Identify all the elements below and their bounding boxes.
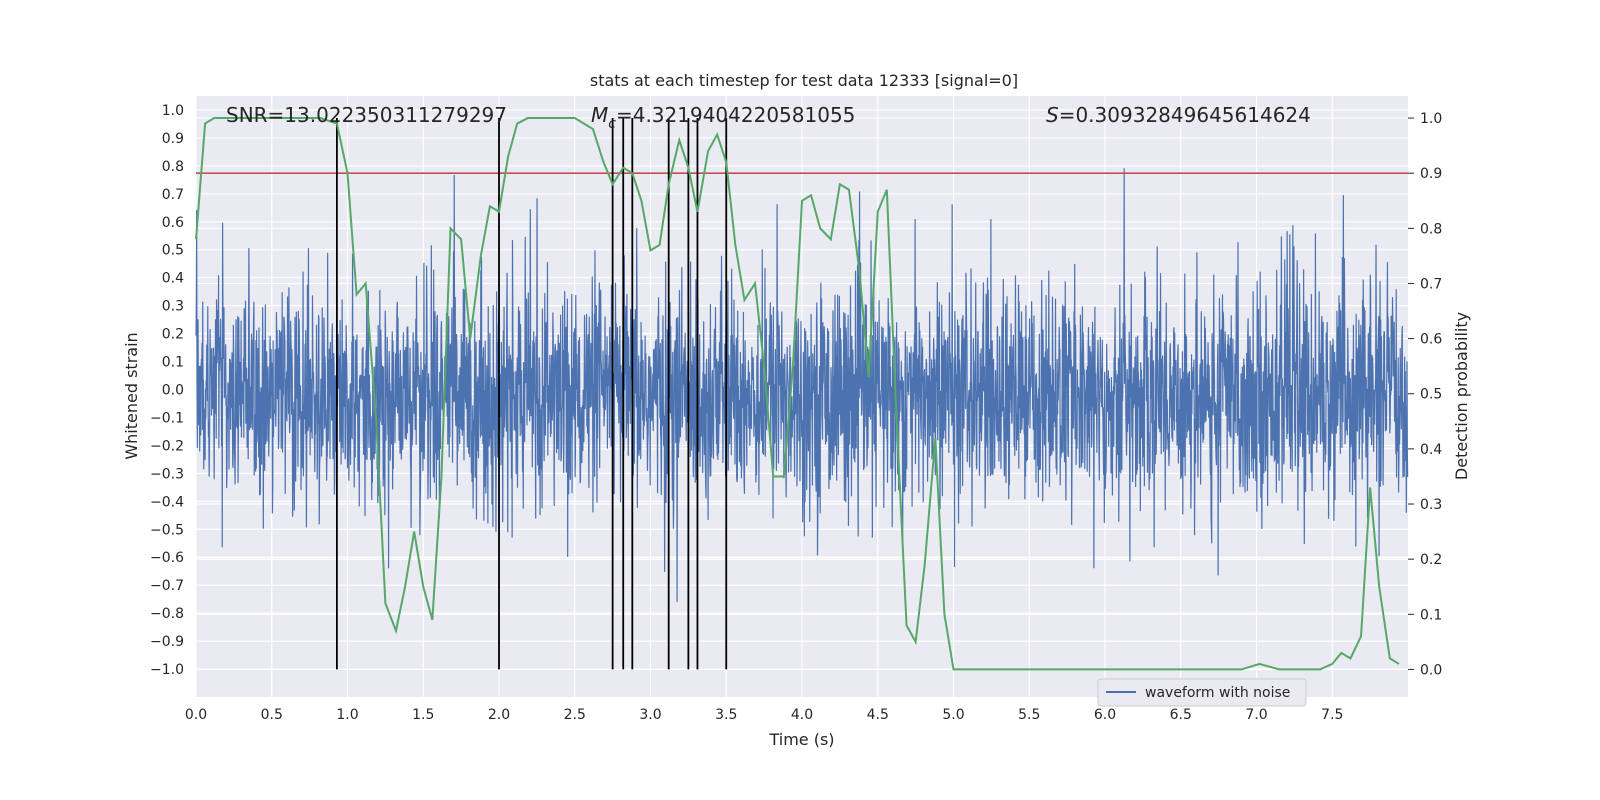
x-tick-label: 4.5 (867, 707, 889, 723)
y-right-tick-label: 0.5 (1420, 387, 1442, 403)
y-left-tick-label: 0.7 (162, 187, 184, 203)
chirp-mass-symbol: M (591, 103, 608, 127)
y-left-tick-label: −0.9 (150, 634, 184, 650)
x-tick-label: 7.5 (1321, 707, 1343, 723)
x-tick-label: 3.0 (639, 707, 661, 723)
x-tick-label: 5.0 (942, 707, 964, 723)
y-left-tick-label: 0.1 (162, 355, 184, 371)
legend-box (1097, 678, 1307, 707)
s-symbol: S (1046, 103, 1059, 127)
detection-probability-line (195, 117, 1400, 671)
y-right-axis-label: Detection probability (1452, 312, 1471, 480)
y-left-tick-label: −1.0 (150, 662, 184, 678)
y-right-tick-label: 0.8 (1420, 221, 1442, 237)
s-statistic-annotation: S=0.30932849645614624 (1046, 103, 1311, 127)
x-tick-label: 6.0 (1094, 707, 1116, 723)
legend-label-waveform: waveform with noise (1145, 685, 1290, 701)
y-right-tick-label: 0.6 (1420, 332, 1442, 348)
y-left-tick-label: −0.4 (150, 494, 184, 510)
waveform-noise-line (195, 167, 1409, 602)
y-left-tick-label: −0.3 (150, 466, 184, 482)
y-left-tick-label: 0.2 (162, 327, 184, 343)
y-right-tick-label: 1.0 (1420, 111, 1442, 127)
x-tick-label: 1.0 (336, 707, 358, 723)
y-right-tick-label: 0.3 (1420, 497, 1442, 513)
y-left-tick-label: 0.3 (162, 299, 184, 315)
y-left-tick-label: 1.0 (162, 103, 184, 119)
x-tick-label: 2.5 (564, 707, 586, 723)
chirp-mass-value: =4.3219404220581055 (616, 103, 855, 127)
y-right-tick-label: 0.2 (1420, 552, 1442, 568)
x-tick-label: 0.0 (185, 707, 207, 723)
x-tick-label: 7.0 (1245, 707, 1267, 723)
snr-annotation: SNR=13.022350311279297 (226, 103, 507, 127)
y-left-tick-label: 0.0 (162, 383, 184, 399)
x-tick-label: 5.5 (1018, 707, 1040, 723)
legend: waveform with noise (1097, 678, 1307, 707)
y-left-tick-label: −0.6 (150, 550, 184, 566)
chirp-mass-subscript: c (608, 116, 616, 132)
y-left-tick-label: −0.5 (150, 522, 184, 538)
chart-title: stats at each timestep for test data 123… (590, 71, 1018, 90)
y-left-tick-label: −0.2 (150, 438, 184, 454)
x-axis-ticks: 0.0 0.5 1.0 1.5 2.0 2.5 3.0 3.5 4.0 4.5 5.0 5.5 6.0 6… (185, 707, 1344, 723)
x-tick-label: 4.0 (791, 707, 813, 723)
s-value: =0.30932849645614624 (1059, 103, 1311, 127)
y-left-tick-label: −0.1 (150, 410, 184, 426)
x-tick-label: 1.5 (412, 707, 434, 723)
y-left-tick-label: 0.4 (162, 271, 184, 287)
x-tick-label: 6.5 (1170, 707, 1192, 723)
waveform-with-noise-series (195, 167, 1409, 602)
x-tick-label: 0.5 (261, 707, 283, 723)
chirp-mass-annotation: Mc=4.3219404220581055 (591, 103, 855, 132)
y-right-tick-label: 0.1 (1420, 607, 1442, 623)
y-right-tick-label: 0.0 (1420, 662, 1442, 678)
x-axis-label: Time (s) (768, 730, 834, 749)
y-left-tick-label: 0.9 (162, 131, 184, 147)
y-left-tick-label: 0.5 (162, 243, 184, 259)
y-right-tick-label: 0.7 (1420, 276, 1442, 292)
x-tick-label: 3.5 (715, 707, 737, 723)
y-right-tick-label: 0.4 (1420, 442, 1442, 458)
y-left-tick-label: −0.7 (150, 578, 184, 594)
y-left-axis-label: Whitened strain (122, 332, 141, 459)
y-left-tick-label: −0.8 (150, 606, 184, 622)
y-left-tick-label: 0.8 (162, 159, 184, 175)
x-tick-label: 2.0 (488, 707, 510, 723)
y-right-tick-label: 0.9 (1420, 166, 1442, 182)
y-right-axis-ticks: 0.0 0.1 0.2 0.3 0.4 0.5 0.6 0.7 0.8 0.9 1.0 (1408, 111, 1442, 678)
y-left-axis-ticks: 1.0 0.9 0.8 0.7 0.6 0.5 0.4 0.3 0.2 0.1 0.0 −0.1 −0.… (150, 103, 184, 678)
y-left-tick-label: 0.6 (162, 215, 184, 231)
